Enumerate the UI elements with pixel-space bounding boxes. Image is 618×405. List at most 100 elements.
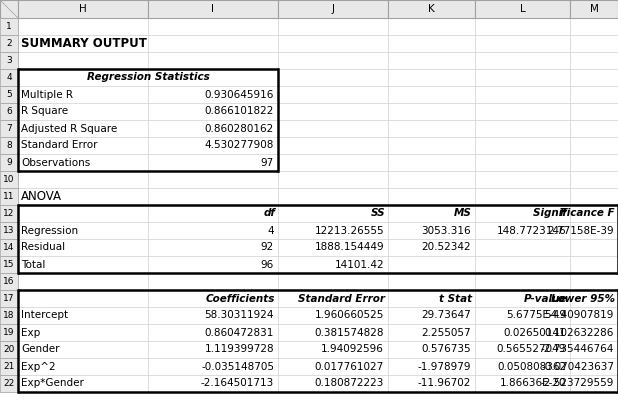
Bar xyxy=(278,307,388,324)
Text: 7: 7 xyxy=(6,124,12,133)
Bar xyxy=(0,324,18,341)
Text: Regression Statistics: Regression Statistics xyxy=(87,72,210,83)
Text: 0.02650141: 0.02650141 xyxy=(504,328,566,337)
Bar xyxy=(475,324,570,341)
Text: Coefficients: Coefficients xyxy=(206,294,275,303)
Bar xyxy=(148,290,278,307)
Bar xyxy=(570,171,618,188)
Bar xyxy=(0,35,18,52)
Bar xyxy=(148,273,278,290)
Bar xyxy=(570,324,618,341)
Bar xyxy=(570,188,618,205)
Bar xyxy=(388,222,475,239)
Bar xyxy=(570,256,618,273)
Text: Multiple R: Multiple R xyxy=(21,90,73,100)
Text: Standard Error: Standard Error xyxy=(298,294,385,303)
Bar xyxy=(475,154,570,171)
Bar xyxy=(0,290,18,307)
Text: 2: 2 xyxy=(6,39,12,48)
Bar xyxy=(388,239,475,256)
Bar xyxy=(148,375,278,392)
Text: Lower 95%: Lower 95% xyxy=(551,294,615,303)
Bar xyxy=(18,171,148,188)
Text: -1.978979: -1.978979 xyxy=(418,362,471,371)
Text: 16: 16 xyxy=(3,277,15,286)
Bar xyxy=(278,35,388,52)
Bar xyxy=(570,35,618,52)
Text: 0.576735: 0.576735 xyxy=(421,345,471,354)
Text: 19: 19 xyxy=(3,328,15,337)
Text: J: J xyxy=(331,4,334,14)
Bar xyxy=(278,120,388,137)
Text: 2.255057: 2.255057 xyxy=(421,328,471,337)
Bar xyxy=(475,273,570,290)
Text: Observations: Observations xyxy=(21,158,90,168)
Text: 12213.26555: 12213.26555 xyxy=(315,226,384,235)
Bar xyxy=(0,239,18,256)
Text: 0.860472831: 0.860472831 xyxy=(205,328,274,337)
Bar xyxy=(388,18,475,35)
Bar xyxy=(570,290,618,307)
Bar xyxy=(570,222,618,239)
Bar xyxy=(388,188,475,205)
Text: 1.94092596: 1.94092596 xyxy=(321,345,384,354)
Bar xyxy=(388,307,475,324)
Text: 22: 22 xyxy=(3,379,15,388)
Text: ANOVA: ANOVA xyxy=(21,190,62,203)
Text: 3053.316: 3053.316 xyxy=(421,226,471,235)
Bar xyxy=(18,358,148,375)
Bar xyxy=(278,205,388,222)
Bar xyxy=(278,154,388,171)
Bar xyxy=(0,103,18,120)
Bar xyxy=(388,341,475,358)
Text: 6: 6 xyxy=(6,107,12,116)
Bar xyxy=(0,307,18,324)
Text: 0.381574828: 0.381574828 xyxy=(315,328,384,337)
Text: 0.017761027: 0.017761027 xyxy=(315,362,384,371)
Text: 0.860280162: 0.860280162 xyxy=(205,124,274,134)
Bar xyxy=(0,137,18,154)
Bar xyxy=(388,52,475,69)
Bar xyxy=(475,35,570,52)
Bar xyxy=(388,324,475,341)
Text: -11.96702: -11.96702 xyxy=(418,379,471,388)
Bar xyxy=(278,103,388,120)
Bar xyxy=(0,375,18,392)
Text: SS: SS xyxy=(370,209,385,219)
Bar xyxy=(475,137,570,154)
Bar xyxy=(148,205,278,222)
Bar xyxy=(0,188,18,205)
Bar xyxy=(0,222,18,239)
Bar xyxy=(570,137,618,154)
Bar xyxy=(148,171,278,188)
Bar xyxy=(148,341,278,358)
Text: H: H xyxy=(79,4,87,14)
Bar xyxy=(148,52,278,69)
Bar xyxy=(475,341,570,358)
Text: MS: MS xyxy=(454,209,472,219)
Bar xyxy=(18,18,148,35)
Bar xyxy=(475,290,570,307)
Bar xyxy=(148,307,278,324)
Text: 148.7723146: 148.7723146 xyxy=(496,226,566,235)
Bar xyxy=(0,205,18,222)
Bar xyxy=(570,0,618,18)
Bar xyxy=(278,239,388,256)
Text: 92: 92 xyxy=(261,243,274,252)
Bar xyxy=(278,256,388,273)
Text: I: I xyxy=(211,4,214,14)
Text: Standard Error: Standard Error xyxy=(21,141,98,151)
Text: 54.40907819: 54.40907819 xyxy=(544,311,614,320)
Bar xyxy=(0,86,18,103)
Text: 0.050808362: 0.050808362 xyxy=(497,362,566,371)
Text: 20.52342: 20.52342 xyxy=(421,243,471,252)
Bar xyxy=(18,0,148,18)
Text: 0.102632286: 0.102632286 xyxy=(544,328,614,337)
Bar xyxy=(148,0,278,18)
Text: 96: 96 xyxy=(261,260,274,269)
Bar xyxy=(388,290,475,307)
Text: 0.180872223: 0.180872223 xyxy=(315,379,384,388)
Bar xyxy=(148,154,278,171)
Bar xyxy=(148,86,278,103)
Bar xyxy=(475,188,570,205)
